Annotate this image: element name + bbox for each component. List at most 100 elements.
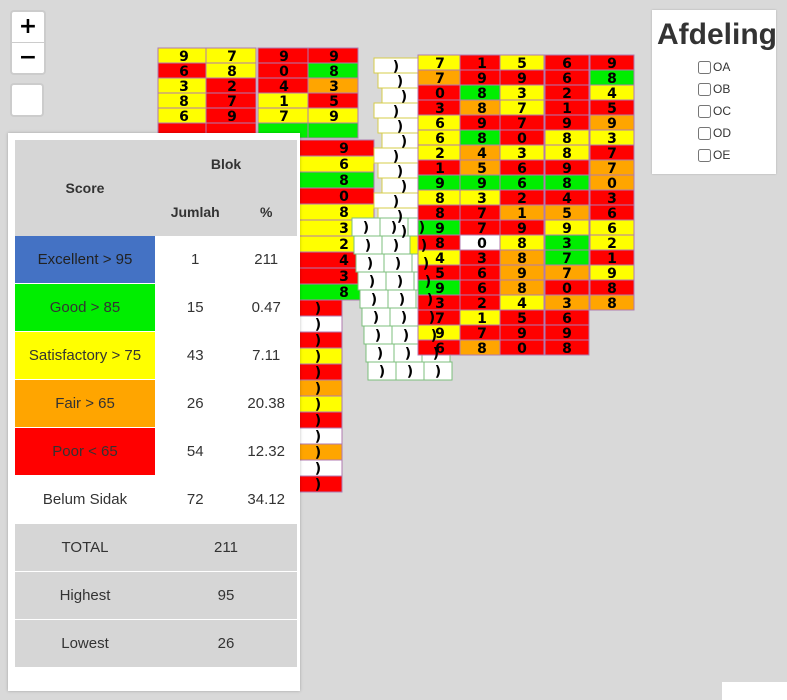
legend-row: Good > 85 15 0.47 [15, 283, 297, 332]
block-score-digit: 1 [435, 161, 445, 177]
block-score-digit: ) [393, 149, 399, 165]
block-score-digit: 5 [435, 266, 445, 282]
map-tool-button[interactable] [10, 83, 44, 117]
block-score-digit: 6 [435, 131, 445, 147]
block-score-digit: 7 [477, 221, 487, 237]
block-score-digit: 4 [477, 146, 487, 162]
block-score-digit: 6 [179, 64, 189, 80]
block-score-digit: 9 [279, 49, 289, 65]
block-score-digit: 9 [517, 326, 527, 342]
block-score-digit: 8 [607, 296, 617, 312]
block-score-digit: ) [397, 164, 403, 180]
block-score-digit: ) [315, 317, 321, 333]
block-score-digit: 0 [607, 176, 617, 192]
map-block-labels: 9 7 9 96 8 0 83 2 4 38 7 1 56 9 7 99680832438))))))))))… [179, 49, 617, 493]
block-score-digit: 7 [227, 49, 237, 65]
afdeling-option-oa[interactable]: OA [698, 52, 776, 74]
zoom-in-button[interactable]: + [18, 14, 38, 39]
afdeling-checkbox[interactable] [698, 61, 711, 74]
afdeling-checkbox[interactable] [698, 105, 711, 118]
block-score-digit: 7 [435, 71, 445, 87]
afdeling-checkbox[interactable] [698, 149, 711, 162]
block-score-digit: 7 [517, 101, 527, 117]
block-score-digit: 9 [607, 266, 617, 282]
block-score-digit: ) [395, 256, 401, 272]
highest-label: Highest [15, 571, 155, 620]
block-score-digit: 9 [339, 141, 349, 157]
block-score-digit: ) [399, 292, 405, 308]
block-score-digit: 6 [517, 161, 527, 177]
map-block[interactable] [295, 187, 375, 205]
percent-header: % [235, 188, 297, 236]
map-block[interactable] [307, 122, 359, 139]
block-score-digit: ) [377, 346, 383, 362]
afdeling-option-label: OA [713, 60, 731, 74]
map-block[interactable] [423, 361, 453, 381]
map-block[interactable] [295, 171, 375, 189]
block-score-digit: 8 [477, 131, 487, 147]
legend-score-label: Good > 85 [15, 283, 155, 332]
block-score-digit: 3 [562, 236, 572, 252]
legend-row: Excellent > 95 1 211 [15, 236, 297, 284]
map-block[interactable] [295, 139, 375, 157]
total-label: TOTAL [15, 523, 155, 572]
block-score-digit: ) [397, 74, 403, 90]
block-score-digit: 1 [279, 94, 289, 110]
block-score-digit: 9 [435, 281, 445, 297]
highest-value: 95 [155, 571, 297, 620]
block-score-digit: 8 [435, 236, 445, 252]
legend-row: Satisfactory > 75 43 7.11 [15, 331, 297, 380]
block-score-digit: 8 [339, 205, 349, 221]
block-score-digit: 8 [329, 64, 339, 80]
block-score-digit: 4 [435, 251, 445, 267]
total-value: 211 [155, 523, 297, 572]
map-block[interactable] [295, 155, 375, 173]
block-score-digit: 7 [279, 109, 289, 125]
afdeling-checkbox[interactable] [698, 83, 711, 96]
map-blocks[interactable] [157, 47, 635, 493]
block-score-digit: 8 [517, 236, 527, 252]
afdeling-checkbox[interactable] [698, 127, 711, 140]
block-score-digit: 9 [329, 49, 339, 65]
afdeling-option-oe[interactable]: OE [698, 140, 776, 162]
block-score-digit: ) [401, 224, 407, 240]
lowest-value: 26 [155, 619, 297, 668]
map-block[interactable] [589, 294, 635, 311]
legend-percent: 12.32 [235, 427, 297, 476]
afdeling-option-od[interactable]: OD [698, 118, 776, 140]
block-score-digit: ) [401, 89, 407, 105]
block-score-digit: ) [363, 220, 369, 236]
block-score-digit: ) [369, 274, 375, 290]
block-score-digit: 0 [517, 131, 527, 147]
block-score-digit: 7 [477, 206, 487, 222]
block-score-digit: 3 [477, 251, 487, 267]
block-score-digit: 0 [517, 341, 527, 357]
block-score-digit: ) [315, 397, 321, 413]
legend-row: Belum Sidak 72 34.12 [15, 475, 297, 524]
block-score-digit: 2 [562, 86, 572, 102]
zoom-out-button[interactable]: − [12, 42, 44, 73]
legend-row: Poor < 65 54 12.32 [15, 427, 297, 476]
block-score-digit: 1 [607, 251, 617, 267]
block-score-digit: ) [367, 256, 373, 272]
block-score-digit: 9 [227, 109, 237, 125]
block-score-digit: ) [379, 364, 385, 380]
block-score-digit: 6 [562, 71, 572, 87]
legend-percent: 34.12 [235, 475, 297, 524]
afdeling-option-oc[interactable]: OC [698, 96, 776, 118]
map-block[interactable] [544, 339, 590, 356]
map-block[interactable] [499, 339, 545, 356]
afdeling-option-label: OE [713, 148, 731, 162]
block-score-digit: 3 [329, 79, 339, 95]
block-score-digit: 9 [179, 49, 189, 65]
afdeling-option-label: OB [713, 82, 731, 96]
afdeling-option-ob[interactable]: OB [698, 74, 776, 96]
block-score-digit: ) [315, 413, 321, 429]
block-score-digit: 0 [562, 281, 572, 297]
legend-jumlah: 43 [155, 331, 236, 380]
block-score-digit: ) [423, 256, 429, 272]
block-score-digit: 4 [517, 296, 527, 312]
block-score-digit: 7 [477, 326, 487, 342]
legend-jumlah: 54 [155, 427, 236, 476]
